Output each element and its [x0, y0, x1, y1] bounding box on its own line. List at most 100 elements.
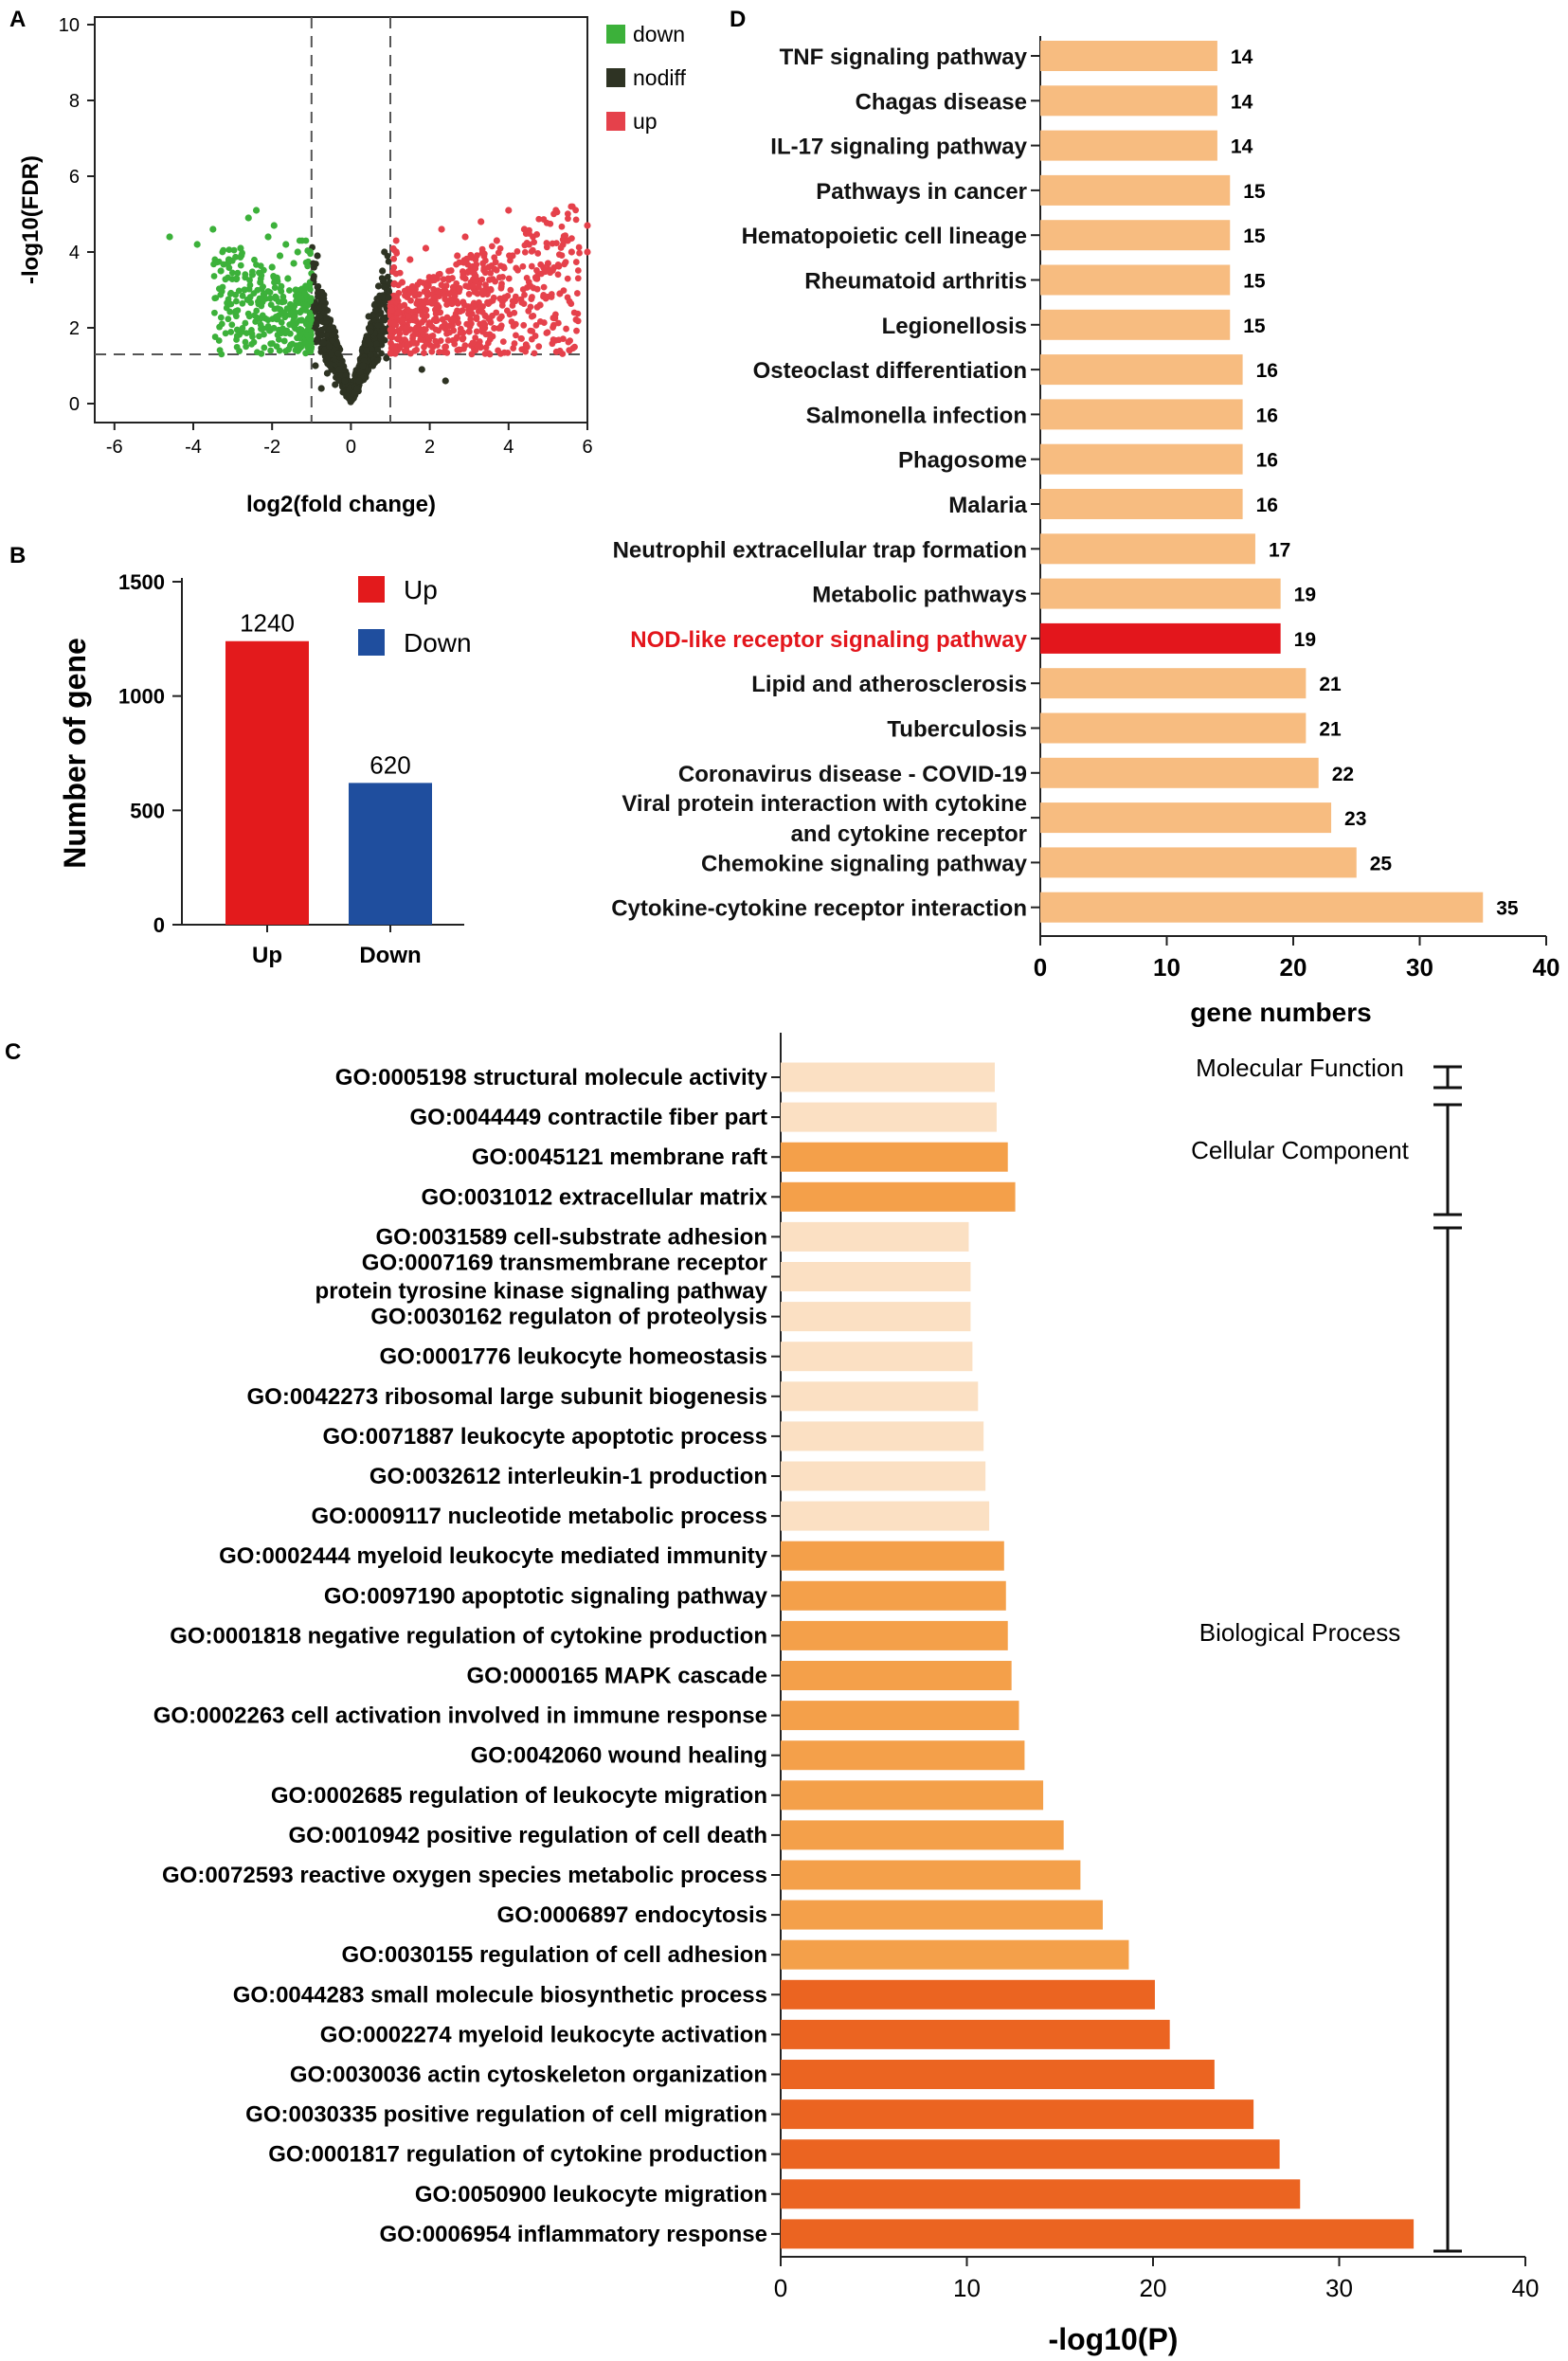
kegg-category-label: Metabolic pathways [812, 583, 1027, 608]
go-bar [781, 1342, 973, 1372]
volcano-point [570, 309, 578, 316]
go-term-label: GO:0010942 positive regulation of cell d… [289, 1823, 768, 1848]
volcano-point [393, 249, 401, 257]
volcano-point [220, 261, 227, 268]
bar-value-label: 620 [369, 750, 410, 779]
volcano-point [401, 348, 408, 354]
volcano-point [228, 269, 236, 277]
legend-swatch-bar_down [358, 629, 385, 656]
volcano-point [520, 321, 528, 329]
volcano-point [222, 276, 229, 283]
volcano-point-up [403, 324, 410, 332]
volcano-point [393, 294, 401, 301]
y-tick-label: 1500 [118, 570, 165, 594]
kegg-bar [1040, 85, 1217, 117]
x-tick-label: Down [359, 943, 421, 968]
bar-down [349, 783, 432, 925]
volcano-point [390, 280, 398, 288]
volcano-point [227, 300, 235, 308]
kegg-bar [1040, 847, 1357, 878]
volcano-point [511, 309, 518, 316]
y-tick-label: 4 [69, 243, 80, 263]
volcano-point [264, 316, 272, 324]
volcano-point [554, 319, 562, 327]
kegg-category-label: TNF signaling pathway [780, 45, 1028, 70]
volcano-point [291, 309, 298, 316]
volcano-point [497, 322, 505, 330]
panel-label-a: A [9, 7, 26, 32]
volcano-point [519, 286, 527, 293]
volcano-point [420, 300, 427, 308]
kegg-bar [1040, 220, 1231, 251]
volcano-point [528, 296, 535, 302]
kegg-category-label: IL-17 signaling pathway [770, 135, 1027, 160]
go-term-label: GO:0002685 regulation of leukocyte migra… [271, 1783, 767, 1809]
volcano-point-down [288, 320, 296, 328]
volcano-point [509, 302, 516, 309]
volcano-point-down [292, 286, 299, 294]
volcano-point [469, 339, 477, 347]
volcano-point [274, 332, 281, 338]
volcano-point [306, 248, 314, 255]
go-term-label: GO:0044449 contractile fiber part [410, 1105, 767, 1130]
volcano-point-up [410, 339, 418, 347]
kegg-value-label: 16 [1256, 495, 1278, 516]
volcano-point [294, 343, 301, 351]
volcano-point [242, 274, 249, 281]
volcano-point [474, 252, 480, 260]
legend-label-up: up [633, 109, 658, 134]
volcano-point-up [461, 233, 469, 241]
volcano-point-nodiff [355, 377, 363, 385]
legend-label-nodiff: nodiff [633, 65, 686, 90]
kegg-category-label: Hematopoietic cell lineage [742, 224, 1027, 249]
volcano-point [233, 326, 241, 333]
volcano-point [478, 303, 484, 311]
kegg-bar [1040, 892, 1484, 923]
x-tick-label: -6 [106, 437, 123, 458]
x-tick-label: 30 [1325, 2274, 1353, 2302]
volcano-point [238, 252, 245, 260]
volcano-point-up [406, 256, 414, 263]
go-bar [781, 1221, 969, 1252]
volcano-point [318, 332, 326, 339]
volcano-point-up [478, 218, 485, 225]
volcano-point [256, 333, 262, 340]
volcano-point [523, 274, 531, 281]
volcano-point [301, 290, 309, 297]
volcano-point [558, 252, 566, 259]
go-term-label: GO:0045121 membrane raft [472, 1144, 767, 1170]
volcano-point-up [485, 263, 493, 271]
volcano-point-nodiff [379, 267, 387, 275]
go-term-label: GO:0009117 nucleotide metabolic process [311, 1504, 767, 1529]
volcano-point [427, 333, 435, 340]
kegg-value-label: 15 [1243, 315, 1266, 337]
volcano-point [511, 340, 518, 347]
volcano-point-down [264, 233, 272, 241]
volcano-point [261, 344, 268, 351]
volcano-point [225, 246, 233, 254]
volcano-point-up [390, 343, 398, 351]
kegg-value-label: 21 [1319, 674, 1342, 695]
volcano-point [216, 323, 224, 331]
volcano-point [242, 319, 249, 327]
volcano-point-down [241, 286, 248, 294]
go-bar [781, 1701, 1019, 1731]
volcano-point [520, 300, 528, 307]
volcano-point [397, 303, 405, 310]
volcano-point [289, 340, 296, 348]
kegg-value-label: 35 [1496, 898, 1519, 920]
volcano-point [536, 318, 544, 325]
volcano-point [384, 273, 391, 280]
go-bar [781, 1381, 979, 1412]
volcano-point [497, 282, 505, 290]
volcano-point-nodiff [353, 385, 361, 392]
volcano-point-up [568, 248, 575, 256]
volcano-point [387, 349, 394, 356]
volcano-point [432, 310, 440, 317]
bar-up [225, 640, 309, 925]
volcano-point [228, 321, 236, 329]
go-term-label: GO:0050900 leukocyte migration [415, 2182, 767, 2208]
volcano-point-down [166, 233, 173, 241]
volcano-point [540, 283, 548, 291]
kegg-category-label: Legionellosis [882, 314, 1027, 339]
